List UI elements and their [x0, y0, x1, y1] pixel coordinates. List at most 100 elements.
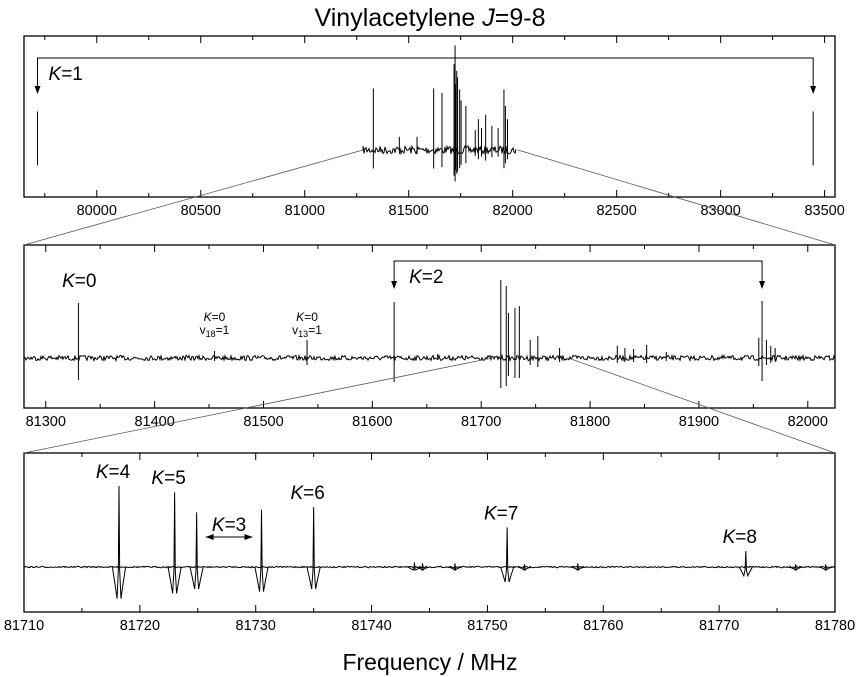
k-label-small: K=0 [296, 310, 318, 324]
vib-symbol: v [292, 323, 298, 337]
x-tick-label: 81500 [243, 414, 283, 430]
spectral-line [818, 564, 833, 572]
spectral-line [738, 551, 753, 578]
k-label: K=3 [212, 515, 246, 536]
k-label: K=0 [62, 271, 96, 292]
bracket-arrowhead [810, 86, 817, 94]
x-tick-label: 82000 [493, 203, 533, 219]
vibrational-state-label: v13=1 [292, 323, 322, 339]
x-tick-label: 81800 [570, 414, 610, 430]
baseline-trace [23, 565, 836, 569]
k-label: K=1 [49, 64, 83, 85]
k-label: K=2 [409, 267, 443, 288]
spectral-line [788, 564, 803, 572]
k-label-symbol: K [723, 527, 737, 548]
bracket-line [393, 260, 763, 282]
range-arrowhead-right [244, 534, 253, 540]
x-tick-label: 81780 [815, 618, 855, 634]
spectral-line [500, 527, 515, 583]
spectral-line [306, 507, 321, 590]
spectral-line [448, 563, 462, 572]
k-label-symbol: K [62, 271, 76, 292]
title-j-symbol: J [481, 4, 495, 32]
k-label-value: =5 [164, 468, 186, 489]
zoom-connector-left-2 [23, 357, 493, 454]
k-label-value: =6 [303, 483, 325, 504]
bracket-arrowhead [391, 281, 398, 289]
x-tick-label: 81900 [679, 414, 719, 430]
range-arrowhead-left [205, 534, 214, 540]
k-label-value: =0 [212, 310, 226, 324]
bracket-arrowhead [34, 86, 41, 94]
k-label-value: =7 [497, 503, 519, 524]
x-tick-label: 82000 [788, 414, 828, 430]
spectral-line [189, 512, 204, 590]
spectral-line [571, 563, 585, 572]
k-label: K=7 [484, 503, 518, 524]
x-tick-label: 83500 [804, 203, 844, 219]
x-tick-label: 81700 [461, 414, 501, 430]
x-tick-label: 81730 [236, 618, 276, 634]
x-tick-label: 81000 [285, 203, 325, 219]
k-label-symbol: K [151, 468, 165, 489]
k-label-small: K=0 [204, 310, 226, 324]
x-tick-label: 81720 [120, 618, 160, 634]
vib-value: =1 [216, 323, 230, 337]
panel-overview: 8000080500810008150082000825008300083500… [23, 35, 845, 219]
x-tick-label: 81600 [352, 414, 392, 430]
vib-subscript: 18 [206, 329, 216, 339]
k-label-value: =2 [422, 267, 444, 288]
spectral-line [407, 562, 422, 571]
x-tick-label: 81760 [583, 618, 623, 634]
x-tick-label: 80500 [181, 203, 221, 219]
spectral-line [111, 486, 127, 599]
vib-subscript: 13 [298, 329, 308, 339]
x-tick-label: 81500 [389, 203, 429, 219]
plot-frame [23, 244, 836, 409]
vibrational-state-label: v18=1 [200, 323, 230, 339]
zoom-connector-left [23, 149, 364, 246]
bracket-line [37, 57, 814, 87]
k-label-value: =3 [225, 515, 247, 536]
vib-value: =1 [308, 323, 322, 337]
spectral-line [415, 563, 430, 572]
k-label: K=4 [96, 462, 131, 483]
noise-trace [362, 144, 517, 156]
x-tick-label: 81400 [134, 414, 174, 430]
panel-zoom-1: 81300 81400 81500 81600 81700 81800 81900 82000… [23, 244, 836, 430]
k-label-value: =0 [75, 271, 97, 292]
k-label-value: =0 [304, 310, 318, 324]
panel-zoom-2: 81710 81720 81730 81740 81750 81760 81770 81780… [4, 452, 855, 634]
zoom-connector-lines [23, 149, 836, 454]
k-label-symbol: K [204, 310, 213, 324]
x-tick-label: 81770 [699, 618, 739, 634]
x-tick-label: 81740 [351, 618, 391, 634]
spectral-line [167, 492, 182, 594]
k-label-symbol: K [96, 462, 110, 483]
title-part-3: =9-8 [495, 4, 546, 32]
x-tick-label: 82500 [596, 203, 636, 219]
k-label-symbol: K [296, 310, 305, 324]
baseline-trace [23, 353, 836, 363]
vib-symbol: v [200, 323, 206, 337]
k-label-value: =4 [109, 462, 131, 483]
k-label-symbol: K [212, 515, 226, 536]
k-label: K=8 [723, 527, 757, 548]
plot-frame [23, 452, 836, 613]
k-label: K=5 [151, 468, 185, 489]
x-tick-label: 81300 [26, 414, 66, 430]
k-label-symbol: K [290, 483, 304, 504]
k-label-symbol: K [409, 267, 423, 288]
plot-frame [23, 35, 836, 198]
x-tick-label: 80000 [77, 203, 117, 219]
chart-title: Vinylacetylene J=9-8 [315, 4, 546, 32]
zoom-connector-right-2 [568, 357, 836, 454]
x-axis-label: Frequency / MHz [342, 649, 517, 675]
zoom-connector-right [517, 149, 836, 246]
spectral-line [254, 509, 269, 592]
k-label-value: =1 [61, 64, 83, 85]
k-label-symbol: K [484, 503, 498, 524]
bracket-arrowhead [759, 281, 766, 289]
k-label-symbol: K [49, 64, 63, 85]
